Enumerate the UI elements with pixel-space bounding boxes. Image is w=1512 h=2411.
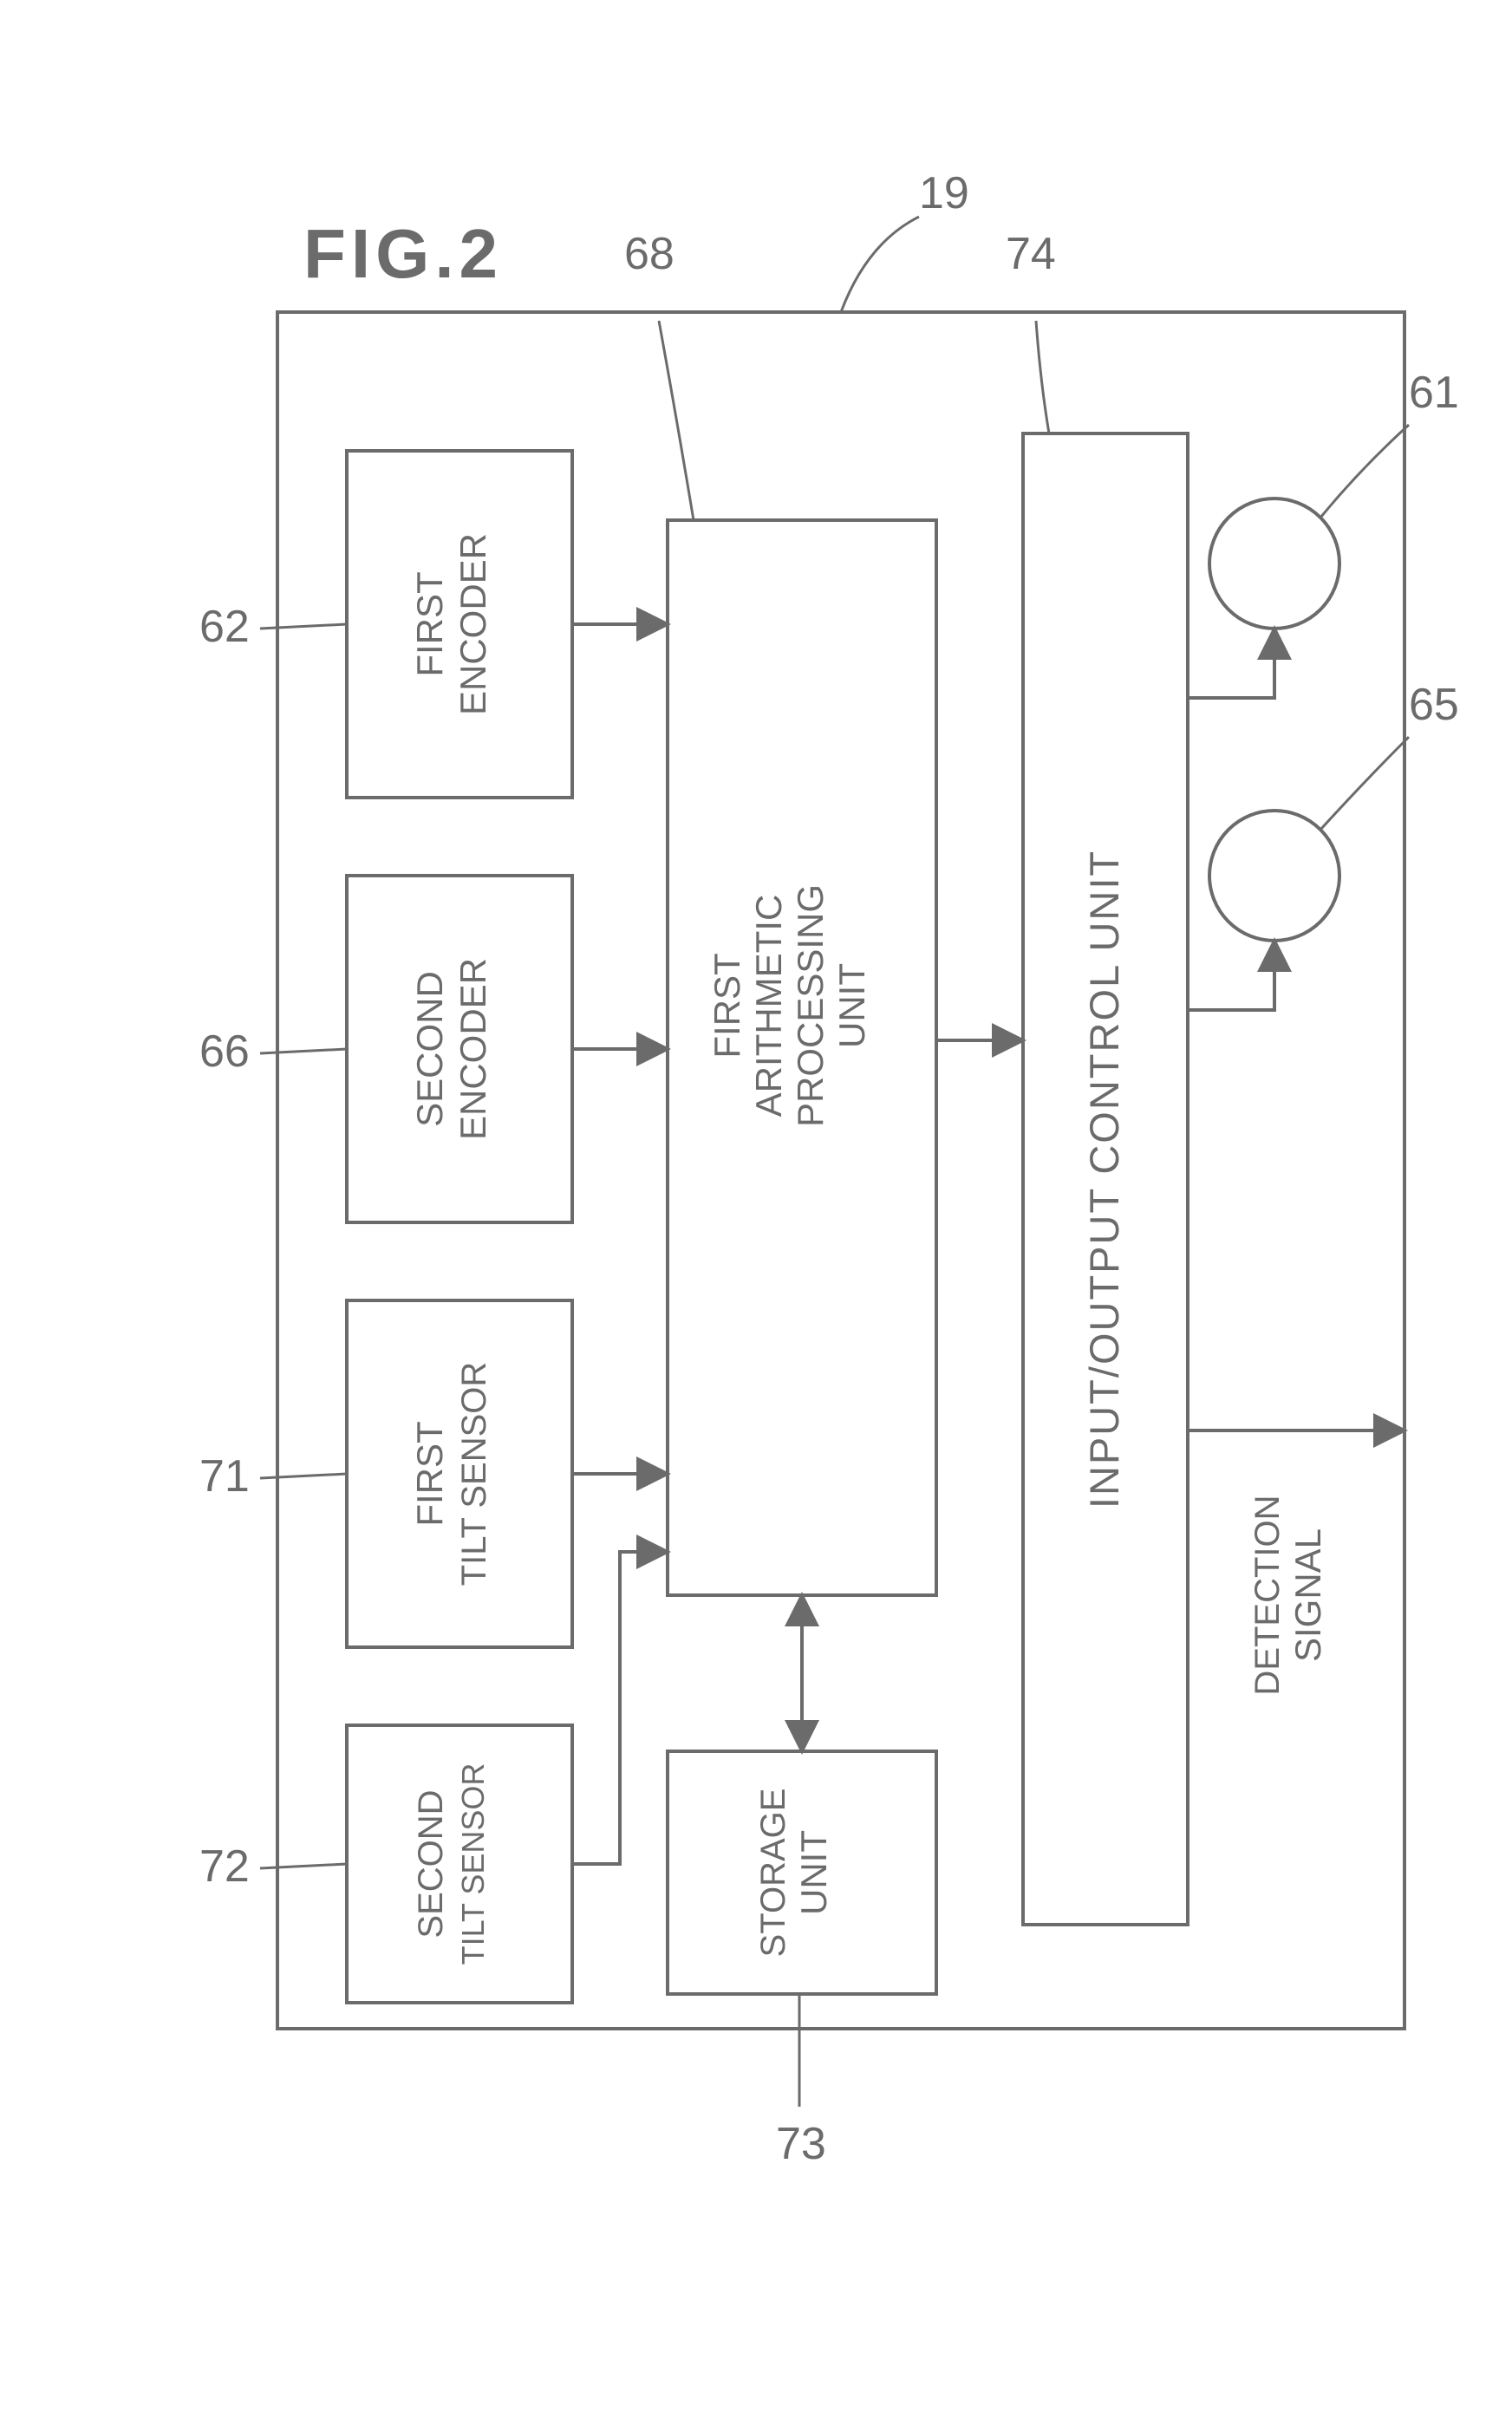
first-tilt-label: FIRST TILT SENSOR [409,1362,493,1587]
svg-text:SIGNAL: SIGNAL [1287,1528,1328,1662]
ref-73: 73 [776,2119,826,2169]
svg-text:FIRST: FIRST [409,1421,450,1526]
ref-19-leader [841,217,919,312]
page: FIG.2 19 FIRST ENCODER 62 SECOND ENCODER… [0,0,1512,2411]
svg-text:ENCODER: ENCODER [453,533,493,715]
arrow-io-c65 [1188,941,1274,1010]
svg-text:STORAGE: STORAGE [754,1789,792,1958]
outer-box [277,312,1404,2029]
svg-text:PROCESSING: PROCESSING [790,884,831,1127]
figure-label: FIG.2 [303,215,503,292]
arrow-io-c61 [1188,629,1274,698]
ref-62-leader [260,624,347,629]
first-encoder-label: FIRST ENCODER [409,533,493,715]
ref-72: 72 [199,1841,250,1892]
io-control-label: INPUT/OUTPUT CONTROL UNIT [1081,850,1127,1509]
ref-74-leader [1036,321,1049,433]
ref-72-leader [260,1864,347,1868]
diagram-svg: FIG.2 19 FIRST ENCODER 62 SECOND ENCODER… [0,0,1512,2411]
svg-text:TILT SENSOR: TILT SENSOR [455,1763,491,1965]
ref-65-leader [1320,737,1409,830]
ref-61: 61 [1409,368,1459,418]
ref-61-leader [1320,425,1409,518]
svg-text:FIRST: FIRST [707,953,747,1058]
second-encoder-label: SECOND ENCODER [409,958,493,1140]
ref-68-leader [659,321,694,520]
ref-71: 71 [199,1451,250,1502]
ref-68: 68 [624,229,675,279]
ref-71-leader [260,1474,347,1478]
second-tilt-label: SECOND TILT SENSOR [412,1763,491,1965]
svg-text:UNIT: UNIT [831,963,872,1048]
ref-74: 74 [1006,229,1056,279]
svg-text:ENCODER: ENCODER [453,958,493,1140]
arrow-tilt2-arith [572,1552,668,1864]
circle-65 [1209,811,1339,941]
svg-text:DETECTION: DETECTION [1248,1495,1287,1695]
circle-61 [1209,498,1339,629]
ref-65: 65 [1409,680,1459,730]
ref-19: 19 [919,168,969,218]
svg-text:INPUT/OUTPUT CONTROL UNIT: INPUT/OUTPUT CONTROL UNIT [1081,850,1127,1509]
ref-62: 62 [199,602,250,652]
detection-signal-label: DETECTION SIGNAL [1248,1495,1328,1695]
svg-text:SECOND: SECOND [409,971,450,1127]
ref-66: 66 [199,1026,250,1077]
svg-text:SECOND: SECOND [412,1789,450,1938]
storage-label: STORAGE UNIT [754,1789,834,1958]
svg-text:TILT SENSOR: TILT SENSOR [455,1362,493,1587]
svg-text:FIRST: FIRST [409,571,450,676]
ref-66-leader [260,1049,347,1053]
first-arith-label: FIRST ARITHMETIC PROCESSING UNIT [707,884,872,1127]
svg-text:UNIT: UNIT [793,1830,834,1915]
svg-text:ARITHMETIC: ARITHMETIC [748,895,789,1118]
